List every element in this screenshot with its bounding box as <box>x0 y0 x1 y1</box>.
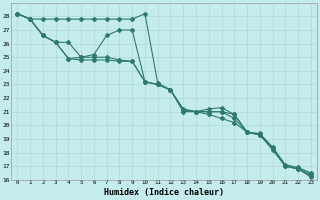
X-axis label: Humidex (Indice chaleur): Humidex (Indice chaleur) <box>104 188 224 197</box>
